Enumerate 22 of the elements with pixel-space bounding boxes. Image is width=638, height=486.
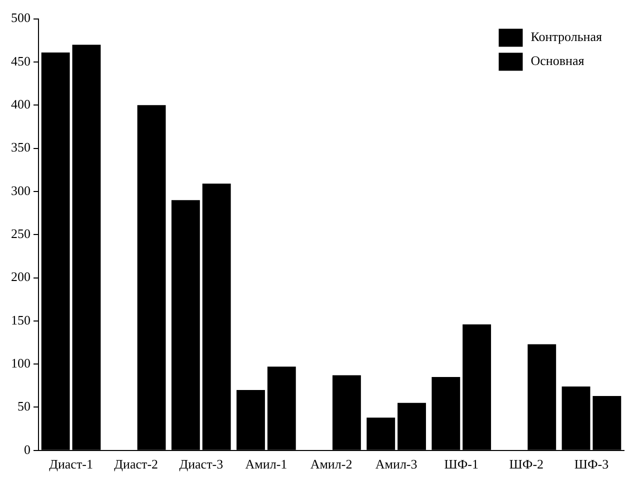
x-tick-label: ШФ-3 [574,456,609,472]
legend-label: Контрольная [530,29,602,44]
x-tick-label: Диаст-3 [179,456,224,472]
y-tick-label: 150 [11,312,30,328]
y-tick-label: 0 [24,442,30,457]
x-tick-label: Диаст-1 [49,456,93,472]
y-tick-label: 350 [11,140,30,155]
x-tick-label: Амил-3 [375,456,418,472]
y-tick-label: 300 [11,182,30,198]
x-tick-label: Амил-1 [245,456,288,472]
y-tick-label: 200 [11,269,30,284]
x-tick-label: ШФ-1 [444,456,478,472]
x-tick-label: Амил-2 [310,456,352,472]
y-tick-label: 50 [18,398,30,414]
y-tick-label: 250 [11,226,30,242]
y-tick-label: 400 [11,96,30,112]
x-tick-label: Диаст-2 [114,456,158,472]
legend-label: Основная [530,53,584,68]
y-tick-label: 450 [11,53,30,68]
y-tick-label: 100 [11,356,30,370]
x-tick-label: ШФ-2 [509,456,544,472]
y-tick-label: 500 [11,10,30,26]
